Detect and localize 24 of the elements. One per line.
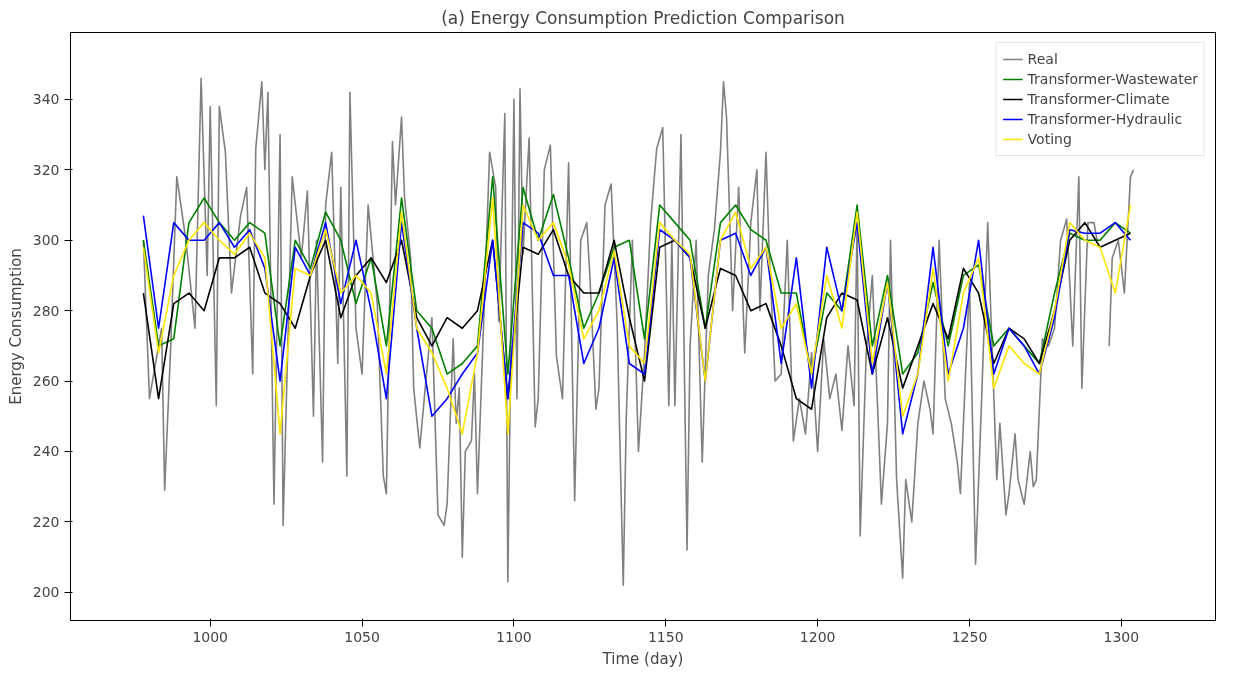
x-tick-label: 1100 xyxy=(496,628,532,645)
legend-label: Transformer-Climate xyxy=(1027,91,1170,107)
line-series xyxy=(142,176,1132,375)
y-tick-label: 220 xyxy=(32,513,60,530)
y-tick-label: 280 xyxy=(32,302,60,319)
y-tick-label: 200 xyxy=(32,584,60,601)
legend-label: Transformer-Hydraulic xyxy=(1027,111,1183,127)
x-tick-label: 1150 xyxy=(647,628,684,645)
legend-label: Real xyxy=(1027,51,1058,67)
y-tick-label: 300 xyxy=(32,232,60,249)
chart-title: (a) Energy Consumption Prediction Comparison xyxy=(441,7,845,28)
legend-label: Transformer-Wastewater xyxy=(1027,71,1198,87)
y-tick-label: 260 xyxy=(32,373,60,390)
x-tick-label: 1250 xyxy=(951,628,988,645)
y-axis-title: Energy Consumption xyxy=(6,248,25,405)
y-tick-label: 320 xyxy=(32,161,60,178)
y-tick-label: 240 xyxy=(32,443,60,460)
x-tick-label: 1300 xyxy=(1103,628,1140,645)
legend-label: Voting xyxy=(1027,131,1072,147)
x-tick-label: 1000 xyxy=(192,628,229,645)
x-axis-title: Time (day) xyxy=(601,649,684,668)
y-tick-label: 340 xyxy=(32,91,60,108)
x-tick-label: 1200 xyxy=(799,628,836,645)
x-tick-label: 1050 xyxy=(344,628,380,645)
